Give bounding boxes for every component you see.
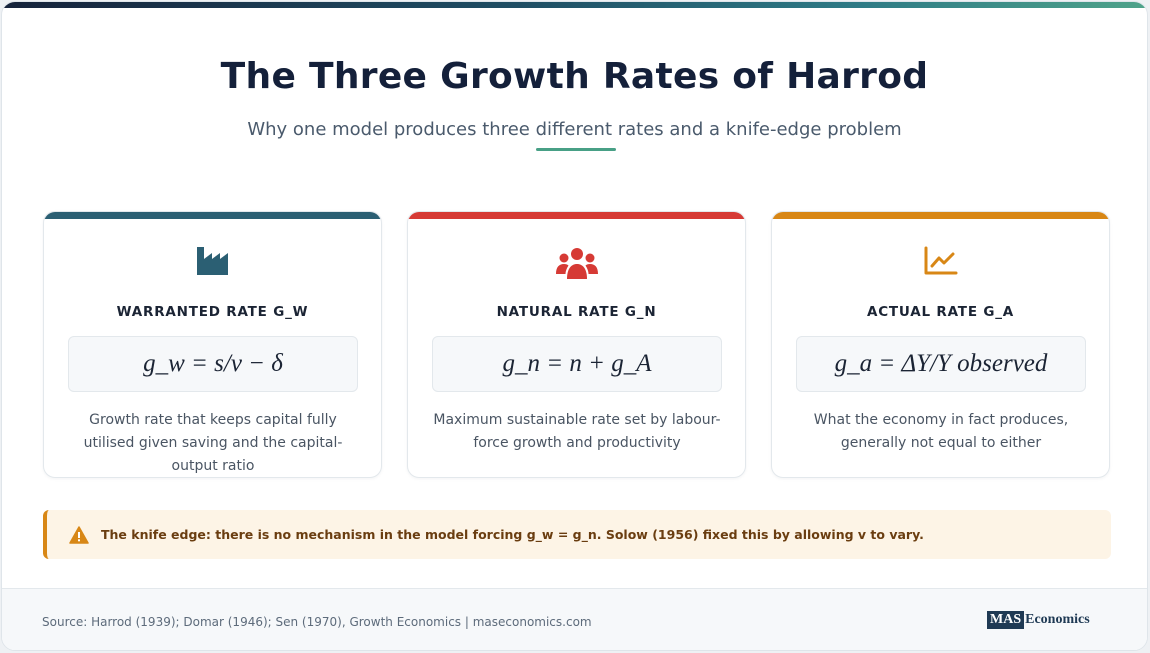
card-description: Growth rate that keeps capital fully uti… [83, 412, 343, 474]
callout-text: The knife edge: there is no mechanism in… [101, 527, 924, 542]
card-accent [44, 212, 381, 219]
card-label: NATURAL RATE G_N [496, 304, 657, 320]
card-warranted-rate: WARRANTED RATE G_W g_w = s/v − δ Growth … [43, 211, 382, 478]
footer: Source: Harrod (1939); Domar (1946); Sen… [2, 588, 1147, 650]
card-label: ACTUAL RATE G_A [866, 304, 1015, 320]
warning-icon [69, 525, 89, 544]
card-accent [772, 212, 1109, 219]
mas-economics-logo: MAS Economics [987, 611, 1090, 629]
source-citation: Source: Harrod (1939); Domar (1946); Sen… [42, 615, 592, 629]
card-formula: g_w = s/v − δ [68, 336, 358, 392]
card-formula: g_a = ΔY/Y observed [796, 336, 1086, 392]
knife-edge-callout: The knife edge: there is no mechanism in… [43, 510, 1111, 559]
subtitle-underline [536, 148, 616, 151]
logo-box: MAS [987, 611, 1025, 629]
card-description: What the economy in fact produces, gener… [813, 412, 1069, 451]
top-accent-bar [2, 2, 1147, 8]
logo-text: Economics [1025, 612, 1090, 627]
card-label: WARRANTED RATE G_W [116, 304, 309, 320]
card-natural-rate: NATURAL RATE G_N g_n = n + g_A Maximum s… [407, 211, 746, 478]
card-formula: g_n = n + g_A [432, 336, 722, 392]
factory-icon [44, 246, 381, 282]
card-description: Maximum sustainable rate set by labour-f… [433, 412, 721, 451]
card-accent [408, 212, 745, 219]
page-subtitle: Why one model produces three different r… [247, 119, 902, 140]
page-title: The Three Growth Rates of Harrod [220, 56, 929, 97]
line-chart-icon [772, 246, 1109, 282]
users-icon [408, 246, 745, 282]
card-actual-rate: ACTUAL RATE G_A g_a = ΔY/Y observed What… [771, 211, 1110, 478]
